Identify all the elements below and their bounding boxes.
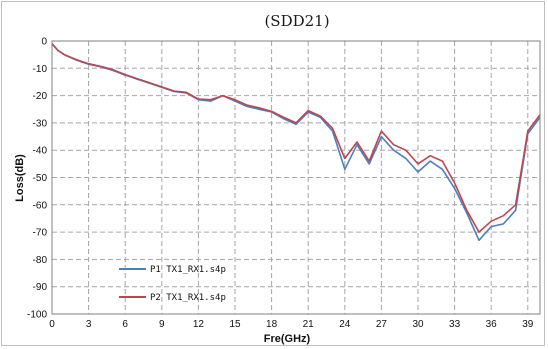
x-tick-label: 39 (522, 319, 534, 330)
legend-label-p2: P2 TX1_RX1.s4p (150, 293, 226, 303)
y-axis-label: Loss(dB) (14, 154, 26, 202)
y-tick-label: -30 (33, 118, 48, 129)
x-tick-label: 27 (376, 319, 388, 330)
x-tick-label: 36 (486, 319, 498, 330)
x-tick-label: 21 (303, 319, 315, 330)
x-tick-label: 24 (339, 319, 351, 330)
y-tick-label: -90 (33, 282, 48, 293)
legend: P1 TX1_RX1.s4p P2 TX1_RX1.s4p (119, 265, 226, 303)
y-tick-label: -80 (33, 255, 48, 266)
y-tick-label: 0 (41, 37, 47, 48)
plot-border-rect (51, 40, 541, 315)
y-tick-label: -40 (33, 146, 48, 157)
x-tick-label: 0 (49, 319, 55, 330)
x-axis-label: Fre(GHz) (264, 333, 311, 345)
x-tick-label: 30 (412, 319, 424, 330)
plot-border (51, 40, 541, 315)
y-tick-label: -10 (33, 64, 48, 75)
x-tick-label: 15 (229, 319, 241, 330)
legend-label-p1: P1 TX1_RX1.s4p (150, 265, 226, 275)
y-tick-label: -60 (33, 200, 48, 211)
series-line-2 (51, 43, 541, 233)
series-layer (51, 43, 541, 242)
chart-title: (SDD21) (264, 12, 329, 30)
y-tick-label: -100 (27, 310, 47, 321)
y-tick-label: -70 (33, 228, 48, 239)
x-tick-label: 12 (193, 319, 205, 330)
x-tick-label: 9 (159, 319, 165, 330)
x-tick-label: 18 (266, 319, 278, 330)
x-tick-label: 33 (449, 319, 461, 330)
tick-labels: 0 3 6 9 12 15 18 21 24 27 30 33 36 390-10-20-30-40-50… (27, 37, 534, 331)
x-tick-label: 3 (86, 319, 92, 330)
y-tick-label: -50 (33, 173, 48, 184)
y-tick-label: -20 (33, 91, 48, 102)
x-tick-label: 6 (122, 319, 128, 330)
